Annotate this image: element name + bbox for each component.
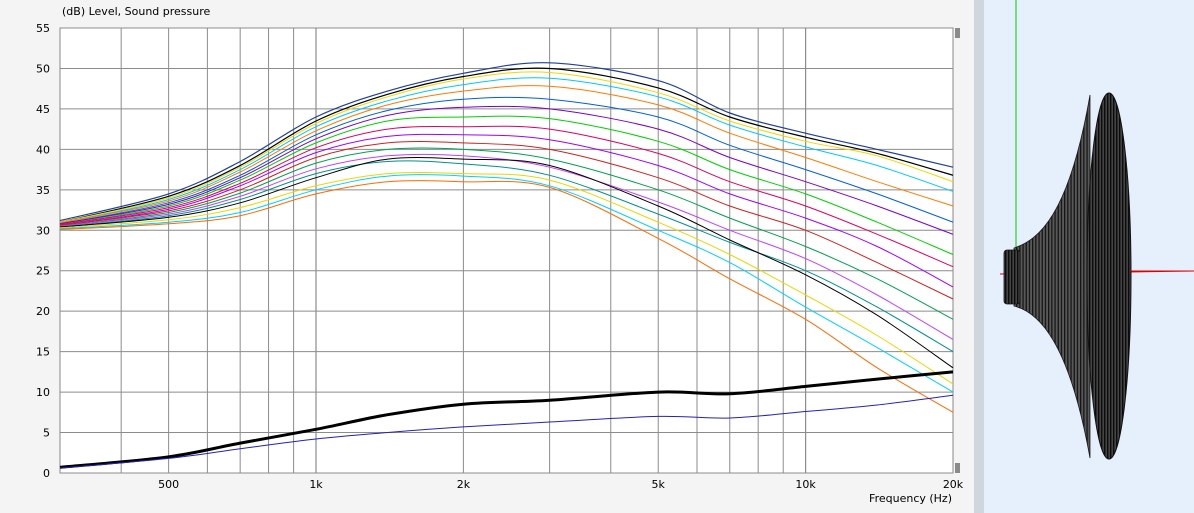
- frequency-response-panel: 0 5 10 15 20 25 30 35 40 45 50 55 500 1k 2k 5k 10k 20k (…: [0, 0, 975, 513]
- x-tick-labels: 500 1k 2k 5k 10k 20k: [158, 478, 964, 491]
- x-tick-label: 2k: [457, 478, 471, 491]
- x-tick-label: 1k: [309, 478, 323, 491]
- y-axis-label: (dB) Level, Sound pressure: [62, 5, 211, 18]
- series-line: [59, 171, 954, 385]
- speaker-cone-render: [999, 0, 1194, 460]
- y-tick-label: 55: [36, 22, 50, 35]
- series-line: [59, 180, 954, 413]
- grid-lines: [60, 27, 953, 474]
- x-tick-label: 10k: [795, 478, 816, 491]
- y-tick-label: 20: [36, 305, 50, 318]
- series-line: [59, 174, 954, 393]
- cone-front-rim: [1086, 92, 1132, 460]
- series-line: [59, 147, 954, 320]
- series-line: [59, 115, 954, 255]
- series-line: [59, 105, 954, 235]
- y-tick-label: 10: [36, 386, 50, 399]
- y-tick-label: 5: [43, 427, 50, 440]
- series-line: [59, 85, 954, 224]
- series-line: [59, 156, 954, 369]
- series-line: [59, 62, 954, 222]
- series-lines: [59, 62, 954, 469]
- x-tick-label: 500: [158, 478, 179, 491]
- splitter[interactable]: [974, 0, 984, 513]
- x-axis-label: Frequency (Hz): [869, 492, 952, 505]
- series-line: [59, 160, 954, 353]
- y-tick-label: 30: [36, 224, 50, 237]
- series-line: [59, 67, 954, 223]
- series-line: [59, 77, 954, 224]
- series-line: [59, 125, 954, 268]
- plot-area: [59, 27, 954, 474]
- cone-flare: [1013, 94, 1091, 459]
- y-tick-label: 40: [36, 143, 50, 156]
- series-line: [59, 96, 954, 225]
- x-tick-label: 5k: [652, 478, 666, 491]
- y-tick-label: 15: [36, 346, 50, 359]
- series-line: [59, 71, 954, 223]
- series-line: [59, 394, 954, 469]
- y-tick-label: 0: [43, 467, 50, 480]
- cone-back-collar: [1003, 249, 1021, 305]
- frequency-response-chart: 0 5 10 15 20 25 30 35 40 45 50 55 500 1k 2k 5k 10k 20k (…: [36, 5, 964, 505]
- series-line: [59, 370, 954, 469]
- series-line: [59, 141, 954, 300]
- y-tick-labels: 0 5 10 15 20 25 30 35 40 45 50 55: [36, 22, 50, 480]
- scroll-handle-bottom[interactable]: [955, 463, 960, 473]
- series-line: [59, 133, 954, 288]
- x-tick-label: 20k: [943, 478, 964, 491]
- y-tick-label: 35: [36, 184, 50, 197]
- scroll-handle-top[interactable]: [955, 28, 960, 38]
- y-tick-label: 25: [36, 265, 50, 278]
- y-tick-label: 45: [36, 103, 50, 116]
- 3d-model-viewer[interactable]: [984, 0, 1194, 513]
- y-tick-label: 50: [36, 62, 50, 75]
